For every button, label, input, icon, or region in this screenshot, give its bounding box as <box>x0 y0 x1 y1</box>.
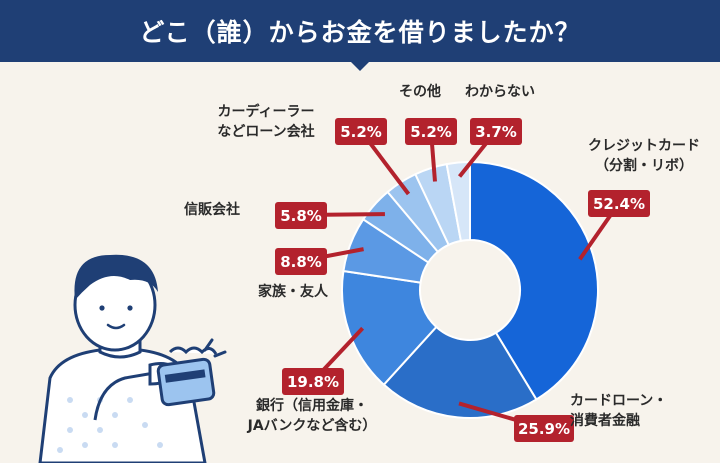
value-label-box <box>470 118 522 145</box>
donut-slices <box>341 160 599 419</box>
title-notch <box>350 61 370 71</box>
pie-slice <box>445 160 471 243</box>
pie-slice <box>341 269 438 387</box>
value-label: 8.8% <box>280 253 322 271</box>
slice-labels: 52.4% クレジットカード （分割・リボ） 25.9%カードローン・消費者金融 19.… <box>184 83 700 442</box>
value-label-box <box>282 368 344 395</box>
value-label: 52.4% <box>593 195 645 213</box>
category-label: クレジットカード <box>588 138 700 154</box>
category-label: カーディーラー <box>217 103 314 120</box>
value-label: 5.2% <box>410 123 452 141</box>
category-label: その他 <box>399 83 441 100</box>
value-label-box <box>405 118 457 145</box>
value-label-box <box>275 248 327 275</box>
person-illustration <box>38 254 227 463</box>
value-label: 19.8% <box>287 373 339 391</box>
category-label: 消費者金融 <box>570 412 640 429</box>
category-label: カードローン・ <box>570 393 667 409</box>
value-label-box <box>588 190 650 217</box>
category-label: 信販会社 <box>184 201 240 218</box>
value-label: 25.9% <box>518 420 570 438</box>
page-title: どこ（誰）からお金を借りましたか？ <box>0 0 720 62</box>
category-label: 銀行（信用金庫・ <box>256 397 368 414</box>
category-label: 家族・友人 <box>258 283 329 300</box>
category-label: （分割・リボ） <box>595 157 693 174</box>
value-label-box <box>275 202 327 229</box>
category-label: わからない <box>465 84 535 100</box>
category-label: JAバンクなど含む） <box>247 417 377 434</box>
value-label: 5.2% <box>340 123 382 141</box>
value-label-box <box>335 118 387 145</box>
value-label: 5.8% <box>280 207 322 225</box>
value-label-box <box>514 415 574 442</box>
value-label: 3.7% <box>475 123 517 141</box>
category-label: などローン会社 <box>217 123 314 140</box>
pie-slice <box>469 160 599 401</box>
